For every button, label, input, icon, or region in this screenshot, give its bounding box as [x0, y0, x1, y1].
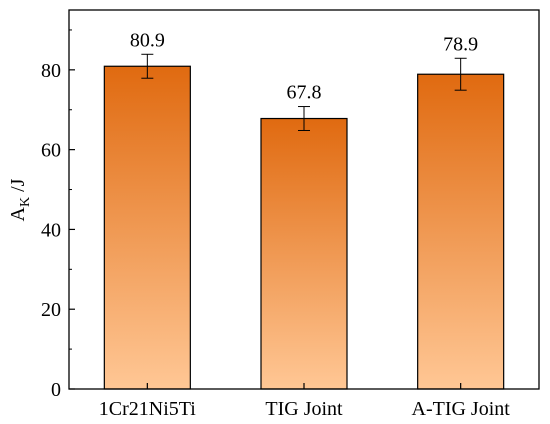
y-axis-label-unit: /J: [7, 178, 29, 197]
value-label: 80.9: [130, 29, 165, 51]
y-tick-label: 60: [41, 140, 61, 162]
value-labels-layer: 80.9 67.8 78.9: [130, 29, 478, 103]
error-bars-layer: [141, 53, 467, 131]
y-axis-label-main: A: [7, 206, 29, 221]
y-axis-label-sub: K: [18, 197, 33, 207]
y-tick-label: 20: [41, 299, 61, 321]
x-tick-label: TIG Joint: [265, 398, 343, 420]
x-tick-label: A-TIG Joint: [412, 398, 511, 420]
value-label: 67.8: [287, 82, 322, 104]
y-axis-label: AK /J: [7, 178, 33, 221]
bar: [103, 65, 191, 390]
y-tick-label: 40: [41, 219, 61, 241]
y-tick-label: 80: [41, 60, 61, 82]
bar: [417, 73, 505, 390]
y-tick-label: 0: [51, 379, 61, 401]
x-axis-ticks: 1Cr21Ni5Ti TIG Joint A-TIG Joint: [99, 383, 510, 420]
value-label: 78.9: [443, 33, 478, 55]
y-axis-ticks: 0 20 40 60 80: [41, 29, 75, 401]
bar: [260, 117, 348, 390]
x-tick-label: 1Cr21Ni5Ti: [99, 398, 197, 420]
